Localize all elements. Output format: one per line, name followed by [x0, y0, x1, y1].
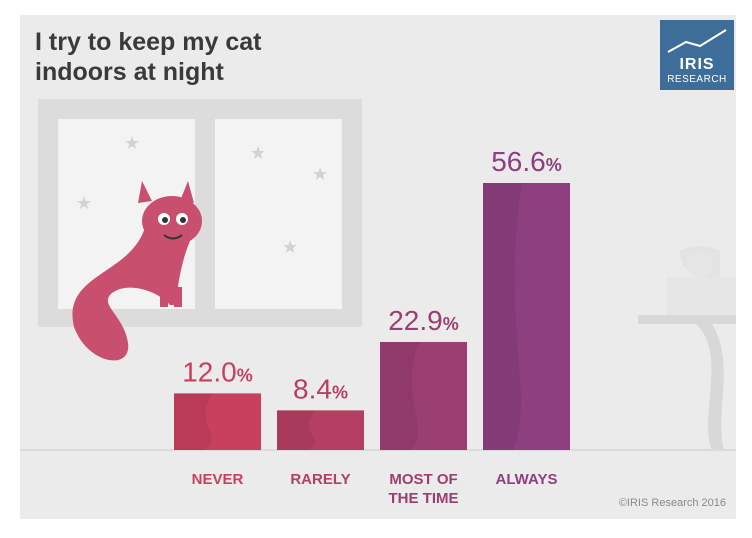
trend-line-icon: [667, 29, 727, 53]
svg-text:★: ★: [76, 193, 92, 213]
value-label-never: 12.0%: [182, 356, 253, 387]
svg-text:★: ★: [312, 164, 328, 184]
svg-text:★: ★: [282, 237, 298, 257]
svg-text:★: ★: [124, 133, 140, 153]
bar-rarely: [277, 410, 364, 450]
bar-always: [483, 183, 570, 450]
star-icons: ★ ★ ★ ★ ★: [76, 133, 328, 257]
bar-shading: [277, 410, 317, 450]
category-label-rarely: RARELY: [290, 471, 351, 488]
copyright-text: ©IRIS Research 2016: [618, 497, 726, 509]
logo-subtitle: RESEARCH: [667, 74, 727, 85]
value-label-always: 56.6%: [491, 146, 562, 177]
bar-shading: [380, 341, 420, 450]
value-label-most-of-the-time: 22.9%: [388, 305, 459, 336]
svg-text:★: ★: [250, 143, 266, 163]
side-table-illustration: [638, 246, 736, 451]
chart-title-line-2: indoors at night: [35, 58, 224, 86]
category-label-always: ALWAYS: [495, 471, 558, 488]
cat-illustration: [72, 181, 202, 361]
background-illustration: ★ ★ ★ ★ ★: [20, 99, 736, 451]
bar-shading: [483, 183, 523, 450]
category-label-never: NEVER: [191, 471, 244, 488]
bar-never: [174, 393, 261, 450]
infographic-panel: ★ ★ ★ ★ ★ 12.0% 8.4% 22.9% 56.6%: [20, 15, 736, 519]
logo-name: IRIS: [679, 56, 715, 73]
bar-shading: [174, 393, 214, 450]
chart-title-line-1: I try to keep my cat: [35, 28, 262, 56]
value-label-rarely: 8.4%: [293, 373, 348, 404]
bar-chart: 12.0% 8.4% 22.9% 56.6%: [174, 146, 570, 450]
category-label-most-of-the-time: MOST OF THE TIME: [388, 471, 459, 507]
iris-research-logo: IRIS RESEARCH: [660, 20, 734, 90]
chart-title: I try to keep my cat indoors at night: [35, 27, 261, 87]
bar-most-of-the-time: [380, 341, 467, 450]
floor-line: [20, 449, 736, 451]
